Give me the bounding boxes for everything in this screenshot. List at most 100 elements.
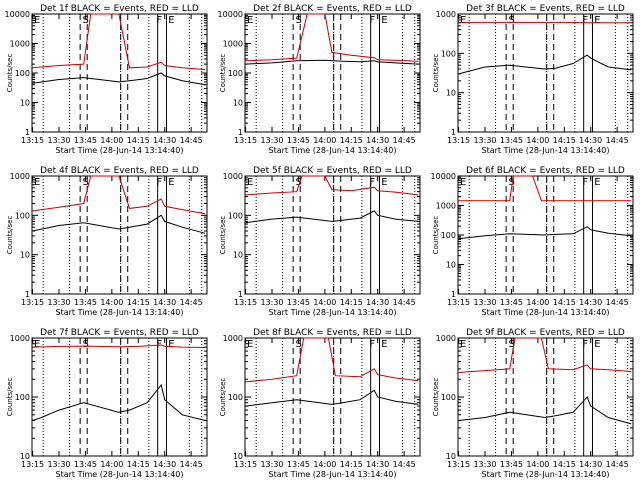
x-tick-label: 13:15 — [447, 460, 470, 469]
y-tick-label: 100 — [441, 49, 456, 58]
y-tick-label: 1000 — [10, 334, 30, 343]
x-tick-label: 13:45 — [287, 460, 310, 469]
y-tick-label: 10 — [446, 261, 456, 270]
marker-letter: S — [295, 339, 301, 350]
x-axis-label: Start Time (28-Jun-14 13:14:40) — [482, 308, 610, 317]
x-tick-label: 13:15 — [21, 460, 44, 469]
marker-letter: E — [247, 15, 253, 26]
x-tick-label: 14:00 — [100, 136, 123, 145]
plot-frame — [245, 176, 420, 294]
marker-letter: E — [168, 177, 174, 188]
plot-frame — [32, 338, 207, 456]
x-tick-label: 14:45 — [606, 460, 629, 469]
x-axis-label: Start Time (28-Jun-14 13:14:40) — [269, 308, 397, 317]
marker-letter: E — [34, 15, 40, 26]
x-axis-label: Start Time (28-Jun-14 13:14:40) — [56, 308, 184, 317]
x-tick-label: 14:45 — [393, 136, 416, 145]
lld-series-line — [459, 176, 632, 201]
x-tick-label: 13:15 — [234, 298, 257, 307]
x-tick-label: 14:15 — [127, 298, 150, 307]
panel-title: Det 2f BLACK = Events, RED = LLD — [253, 4, 412, 14]
x-tick-label: 14:45 — [393, 298, 416, 307]
x-tick-label: 13:15 — [21, 298, 44, 307]
x-tick-label: 14:15 — [553, 298, 576, 307]
marker-letter: E — [381, 177, 387, 188]
panel-title: Det 9f BLACK = Events, RED = LLD — [466, 328, 625, 338]
lld-series-line — [459, 338, 632, 373]
y-axis-label: Counts/sec — [6, 54, 14, 93]
x-tick-label: 14:15 — [553, 460, 576, 469]
marker-letter: E — [594, 15, 600, 26]
marker-letter: F — [369, 177, 375, 188]
panel-title: Det 8f BLACK = Events, RED = LLD — [253, 328, 412, 338]
panel-title: Det 5f BLACK = Events, RED = LLD — [253, 166, 412, 176]
y-tick-label: 10 — [233, 452, 243, 461]
y-tick-label: 1 — [451, 290, 456, 299]
y-tick-label: 1 — [451, 128, 456, 137]
x-tick-label: 13:30 — [260, 460, 283, 469]
x-tick-label: 14:00 — [526, 298, 549, 307]
x-tick-label: 14:30 — [366, 136, 389, 145]
x-tick-label: 14:30 — [153, 460, 176, 469]
y-tick-label: 1000 — [436, 202, 456, 211]
x-tick-label: 14:45 — [180, 136, 203, 145]
lld-series-line — [33, 176, 206, 214]
x-axis-label: Start Time (28-Jun-14 13:14:40) — [269, 470, 397, 479]
marker-letter: F — [369, 15, 375, 26]
x-tick-label: 13:45 — [287, 136, 310, 145]
y-tick-label: 10 — [20, 99, 30, 108]
panel-title: Det 7f BLACK = Events, RED = LLD — [40, 328, 199, 338]
y-tick-label: 10 — [233, 251, 243, 260]
y-tick-label: 100 — [228, 69, 243, 78]
marker-letter: E — [34, 177, 40, 188]
x-tick-label: 13:30 — [47, 460, 70, 469]
x-axis-label: Start Time (28-Jun-14 13:14:40) — [56, 146, 184, 155]
y-axis-label: Counts/sec — [219, 216, 227, 255]
y-tick-label: 10 — [20, 251, 30, 260]
y-tick-label: 100 — [15, 393, 30, 402]
plot-frame — [245, 338, 420, 456]
y-tick-label: 100 — [228, 211, 243, 220]
x-tick-label: 14:00 — [100, 460, 123, 469]
y-tick-label: 1000 — [436, 10, 456, 19]
x-tick-label: 14:00 — [100, 298, 123, 307]
x-tick-label: 13:45 — [287, 298, 310, 307]
y-tick-label: 1 — [238, 290, 243, 299]
marker-letter: S — [82, 15, 88, 26]
events-series-line — [33, 385, 206, 421]
x-tick-label: 14:30 — [153, 298, 176, 307]
marker-letter: E — [381, 339, 387, 350]
y-axis-label: Counts/sec — [219, 378, 227, 417]
y-tick-label: 1000 — [10, 40, 30, 49]
x-axis-label: Start Time (28-Jun-14 13:14:40) — [482, 470, 610, 479]
marker-letter: F — [369, 339, 375, 350]
panel-title: Det 4f BLACK = Events, RED = LLD — [40, 166, 199, 176]
marker-letter: E — [168, 339, 174, 350]
lld-series-line — [246, 338, 419, 382]
x-tick-label: 14:45 — [393, 460, 416, 469]
x-tick-label: 14:15 — [340, 136, 363, 145]
panel-5: Det 5f BLACK = Events, RED = LLD 13:15 13:… — [219, 166, 420, 317]
marker-letter: F — [582, 177, 588, 188]
events-series-line — [459, 397, 632, 424]
y-tick-label: 100 — [441, 231, 456, 240]
events-series-line — [246, 60, 419, 64]
panel-title: Det 6f BLACK = Events, RED = LLD — [466, 166, 625, 176]
lld-series-line — [33, 345, 206, 348]
y-tick-label: 100 — [441, 393, 456, 402]
x-tick-label: 14:30 — [366, 460, 389, 469]
marker-letter: S — [295, 15, 301, 26]
marker-letter: F — [582, 15, 588, 26]
y-axis-label: Counts/sec — [432, 54, 440, 93]
x-tick-label: 13:30 — [473, 136, 496, 145]
marker-letter: S — [508, 15, 514, 26]
x-tick-label: 13:15 — [447, 298, 470, 307]
x-tick-label: 14:15 — [340, 298, 363, 307]
x-tick-label: 14:30 — [579, 298, 602, 307]
y-tick-label: 1000 — [436, 334, 456, 343]
x-tick-label: 14:15 — [127, 460, 150, 469]
